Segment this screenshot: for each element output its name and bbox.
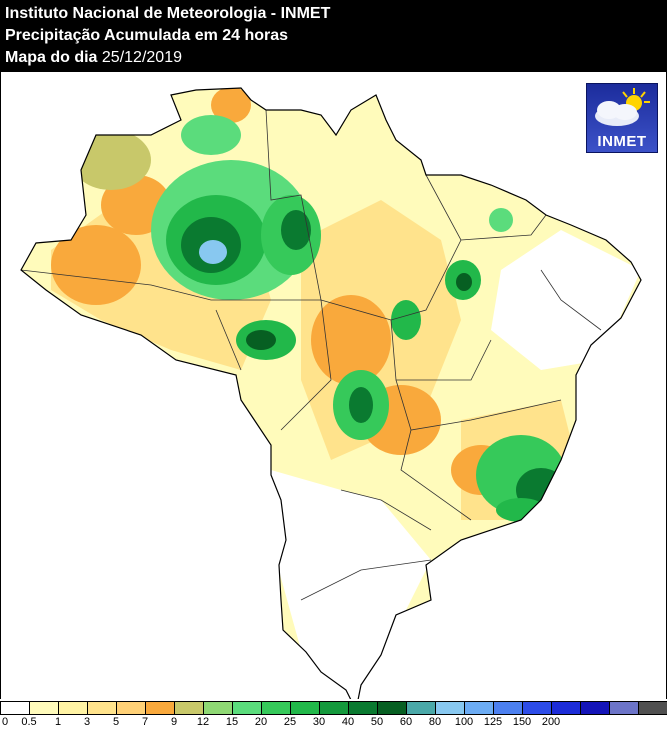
institution-title: Instituto Nacional de Meteorologia - INM… [5, 5, 331, 22]
legend-swatch [638, 701, 667, 715]
inmet-logo-text: INMET [597, 133, 647, 150]
legend-swatch [551, 701, 581, 715]
legend-tick-label: 0 [2, 716, 9, 728]
legend-swatch [116, 701, 146, 715]
legend-tick-label: 150 [512, 716, 532, 728]
legend-tick-label: 0.5 [21, 716, 37, 728]
legend-swatch [87, 701, 117, 715]
legend-tick-label: 5 [112, 716, 120, 728]
legend-swatch [464, 701, 494, 715]
legend-swatch [232, 701, 262, 715]
legend-swatch [58, 701, 88, 715]
legend-swatch [29, 701, 59, 715]
product-title: Precipitação Acumulada em 24 horas [5, 27, 289, 44]
legend-swatch [174, 701, 204, 715]
legend-swatch [406, 701, 436, 715]
legend-tick-label: 100 [454, 716, 474, 728]
map-date-label: Mapa do dia [5, 49, 98, 66]
legend-tick-label: 20 [254, 716, 268, 728]
brazil-map [20, 87, 642, 699]
legend-swatch [493, 701, 523, 715]
legend-tick-label: 7 [141, 716, 149, 728]
legend-swatch [348, 701, 378, 715]
map-header: Instituto Nacional de Meteorologia - INM… [0, 0, 667, 72]
legend-tick-label: 50 [370, 716, 384, 728]
legend-tick-label: 12 [196, 716, 210, 728]
map-date-line: Mapa do dia 25/12/2019 [5, 48, 182, 67]
legend-tick-label: 200 [541, 716, 561, 728]
legend-tick-label: 60 [399, 716, 413, 728]
legend-tick-label: 80 [428, 716, 442, 728]
precipitation-map [0, 72, 667, 699]
precipitation-legend: 0 0.5 1 3 5 7 9 12 15 20 25 30 40 50 60 80 100 125 150 200 [0, 700, 667, 730]
legend-tick-label: 25 [283, 716, 297, 728]
legend-swatch [609, 701, 639, 715]
legend-tick-label: 1 [54, 716, 62, 728]
legend-swatch [522, 701, 552, 715]
legend-tick-label: 40 [341, 716, 355, 728]
legend-swatch [290, 701, 320, 715]
cloud-sun-icon [595, 88, 650, 126]
legend-swatch [435, 701, 465, 715]
legend-swatch [261, 701, 291, 715]
legend-swatch [580, 701, 610, 715]
inmet-logo: INMET [586, 83, 658, 153]
legend-tick-label: 9 [170, 716, 178, 728]
legend-swatch [319, 701, 349, 715]
legend-tick-label: 125 [483, 716, 503, 728]
legend-tick-label: 30 [312, 716, 326, 728]
legend-tick-label: 3 [83, 716, 91, 728]
map-date: 25/12/2019 [101, 49, 182, 66]
legend-swatch [145, 701, 175, 715]
legend-swatch [377, 701, 407, 715]
legend-swatch [0, 701, 30, 715]
legend-swatch [203, 701, 233, 715]
legend-tick-label: 15 [225, 716, 239, 728]
